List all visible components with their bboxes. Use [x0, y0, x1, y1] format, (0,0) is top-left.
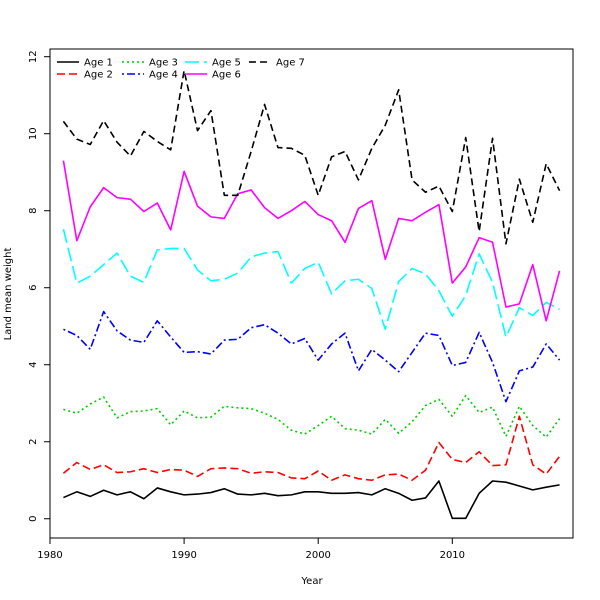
- plot-frame: [49, 48, 574, 539]
- series-line-age-7: [62, 69, 561, 245]
- y-tick-label: 6: [28, 285, 39, 291]
- series-line-age-1: [63, 480, 560, 520]
- x-tick-label: 1990: [171, 550, 196, 561]
- legend-label-age-6: Age 6: [212, 70, 241, 81]
- series-line-age-2: [62, 415, 561, 482]
- series-line-age-5: [62, 229, 560, 338]
- x-axis: 1980 1990 2000 2010: [37, 538, 465, 561]
- x-tick-label: 2000: [305, 550, 330, 561]
- y-tick-label: 12: [28, 50, 39, 63]
- y-axis-label: Land mean weight: [3, 248, 14, 341]
- y-tick-label: 0: [28, 516, 39, 522]
- x-tick-label: 2010: [440, 550, 465, 561]
- x-tick-label: 1980: [37, 550, 62, 561]
- series-line-age-4: [63, 310, 561, 403]
- y-axis: 0 2 4 6 8 10 12: [28, 50, 50, 522]
- legend-label-age-3: Age 3: [149, 58, 178, 69]
- series-line-age-3: [63, 394, 561, 438]
- x-axis-label: Year: [300, 576, 323, 587]
- y-tick-label: 8: [28, 208, 39, 214]
- legend-label-age-4: Age 4: [149, 70, 178, 81]
- legend-label-age-7: Age 7: [276, 58, 305, 69]
- y-tick-label: 2: [28, 439, 39, 445]
- legend-label-age-1: Age 1: [84, 58, 113, 69]
- legend-label-age-2: Age 2: [84, 70, 113, 81]
- series-layer: [62, 69, 561, 520]
- series-line-age-6: [62, 160, 561, 322]
- legend-label-age-5: Age 5: [212, 58, 241, 69]
- y-tick-label: 10: [28, 127, 39, 140]
- y-tick-label: 4: [28, 362, 39, 368]
